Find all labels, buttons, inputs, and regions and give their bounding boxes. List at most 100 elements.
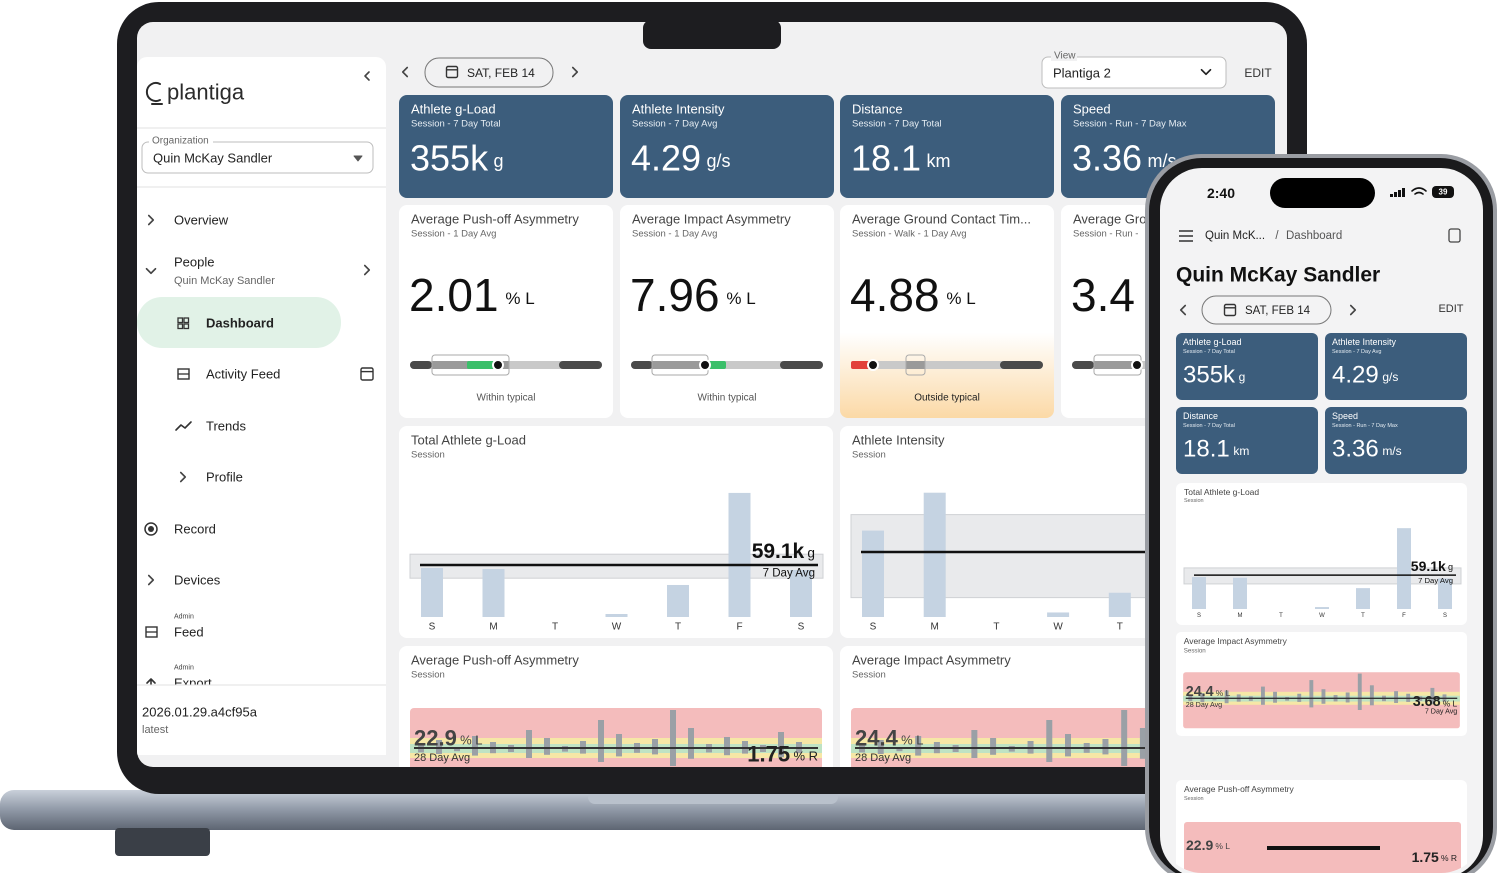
gauge-segment (708, 361, 726, 369)
card-title: Average Impact Asymmetry (632, 212, 791, 227)
nav-item[interactable]: Record (174, 522, 216, 537)
gauge-range (905, 354, 926, 376)
signal-bar (1398, 190, 1401, 197)
reference-caption: 7 Day Avg (1418, 576, 1453, 585)
value: 4.29 (631, 138, 701, 179)
signal-bar (1402, 188, 1405, 197)
value: 3.4 (1071, 269, 1135, 321)
sidebar (137, 57, 386, 755)
nav-item[interactable]: People (174, 255, 214, 270)
unit: % L (1443, 698, 1458, 708)
grid-icon (183, 323, 190, 330)
org-value[interactable]: Quin McKay Sandler (153, 151, 273, 166)
date[interactable]: SAT, FEB 14 (467, 66, 535, 80)
average-caption: 28 Day Avg (855, 752, 911, 764)
x-tick-label: S (870, 622, 877, 633)
history-bar (544, 738, 550, 755)
gauge-marker (867, 359, 879, 371)
history-bar (1357, 673, 1362, 710)
bar (605, 614, 628, 617)
breadcrumb-separator: / (1275, 230, 1279, 242)
card-title: Average Ground Contact Tim... (852, 212, 1031, 227)
view-select (1041, 56, 1227, 89)
grid-icon (183, 317, 190, 324)
history-bar (1321, 689, 1326, 704)
bar (667, 584, 689, 617)
grid-icon (177, 317, 184, 324)
chart-title: Average Push-off Asymmetry (411, 653, 579, 668)
x-tick-label: F (736, 622, 742, 633)
unit: % R (793, 748, 818, 763)
unit: g (1239, 370, 1246, 384)
history-bar (1369, 685, 1374, 706)
chevron (401, 66, 409, 78)
chevron (364, 71, 370, 81)
history-bar (915, 736, 922, 756)
stat-card (1325, 333, 1467, 400)
nav-item[interactable]: Dashboard (206, 316, 274, 331)
battery-level: 39 (1439, 188, 1448, 197)
stat-card (620, 95, 834, 198)
nav-item[interactable]: Activity Feed (206, 367, 280, 382)
bar (790, 570, 812, 617)
label: Organization (152, 136, 209, 147)
bar (482, 569, 505, 617)
nav-item[interactable]: Devices (174, 573, 221, 588)
history-bar (1139, 728, 1146, 759)
gauge-typical (652, 361, 708, 369)
card-title: Average Gro (1073, 212, 1146, 227)
history-bar (1345, 692, 1350, 703)
gauge-end (559, 361, 602, 369)
nav-item[interactable]: Profile (206, 470, 243, 485)
trend-icon (175, 421, 192, 431)
breadcrumb: Dashboard (1286, 230, 1342, 242)
chart-title: Average Impact Asymmetry (1184, 636, 1288, 646)
gauge-end (631, 361, 653, 369)
chart-subtitle: Session (1184, 498, 1204, 504)
card-title: Distance (1183, 411, 1218, 421)
stat-card (399, 95, 613, 198)
gauge-marker (492, 359, 504, 371)
calendar-icon (360, 367, 374, 381)
date[interactable]: SAT, FEB 14 (1245, 305, 1311, 317)
nav-item[interactable]: Trends (206, 419, 246, 434)
value: 4.29 (1332, 362, 1379, 389)
page-title: Quin McKay Sandler (1176, 264, 1380, 287)
history-bar (616, 734, 622, 757)
reference-caption: 7 Day Avg (763, 567, 815, 579)
history-bar (896, 747, 903, 752)
view-value[interactable]: Plantiga 2 (1053, 66, 1111, 81)
label: View (1054, 51, 1076, 62)
logo-mark (145, 82, 161, 102)
nav-item[interactable]: Overview (174, 213, 229, 228)
unit: % L (726, 289, 755, 308)
stat-card (1176, 407, 1318, 474)
unit: g (807, 546, 815, 561)
bar (923, 492, 946, 617)
value: 24.4 (855, 726, 899, 751)
value: 4.88 (850, 269, 940, 321)
history-bar (670, 710, 676, 766)
edit-button[interactable]: EDIT (1244, 66, 1272, 80)
bar (1315, 607, 1329, 609)
x-tick-label: S (1443, 613, 1447, 619)
edit-button[interactable]: EDIT (1438, 303, 1463, 315)
history-bar (598, 720, 604, 762)
bar (728, 492, 751, 617)
chevron (363, 264, 371, 276)
chevron (147, 214, 155, 226)
signal-bar (1390, 194, 1393, 197)
card-subtitle: Session - Walk - 1 Day Avg (852, 229, 967, 240)
unit: % L (505, 289, 534, 308)
nav-item[interactable]: Feed (174, 625, 204, 640)
gauge-end (1072, 361, 1094, 369)
gauge-track (851, 361, 1043, 369)
record-icon (144, 522, 158, 536)
chart-subtitle: Session (852, 670, 886, 681)
breadcrumb[interactable]: Quin McK... (1205, 230, 1265, 242)
average-caption: 7 Day Avg (1425, 707, 1457, 715)
gauge-typical (906, 361, 925, 369)
chart-card (1176, 483, 1467, 625)
unit: % L (1215, 841, 1230, 851)
